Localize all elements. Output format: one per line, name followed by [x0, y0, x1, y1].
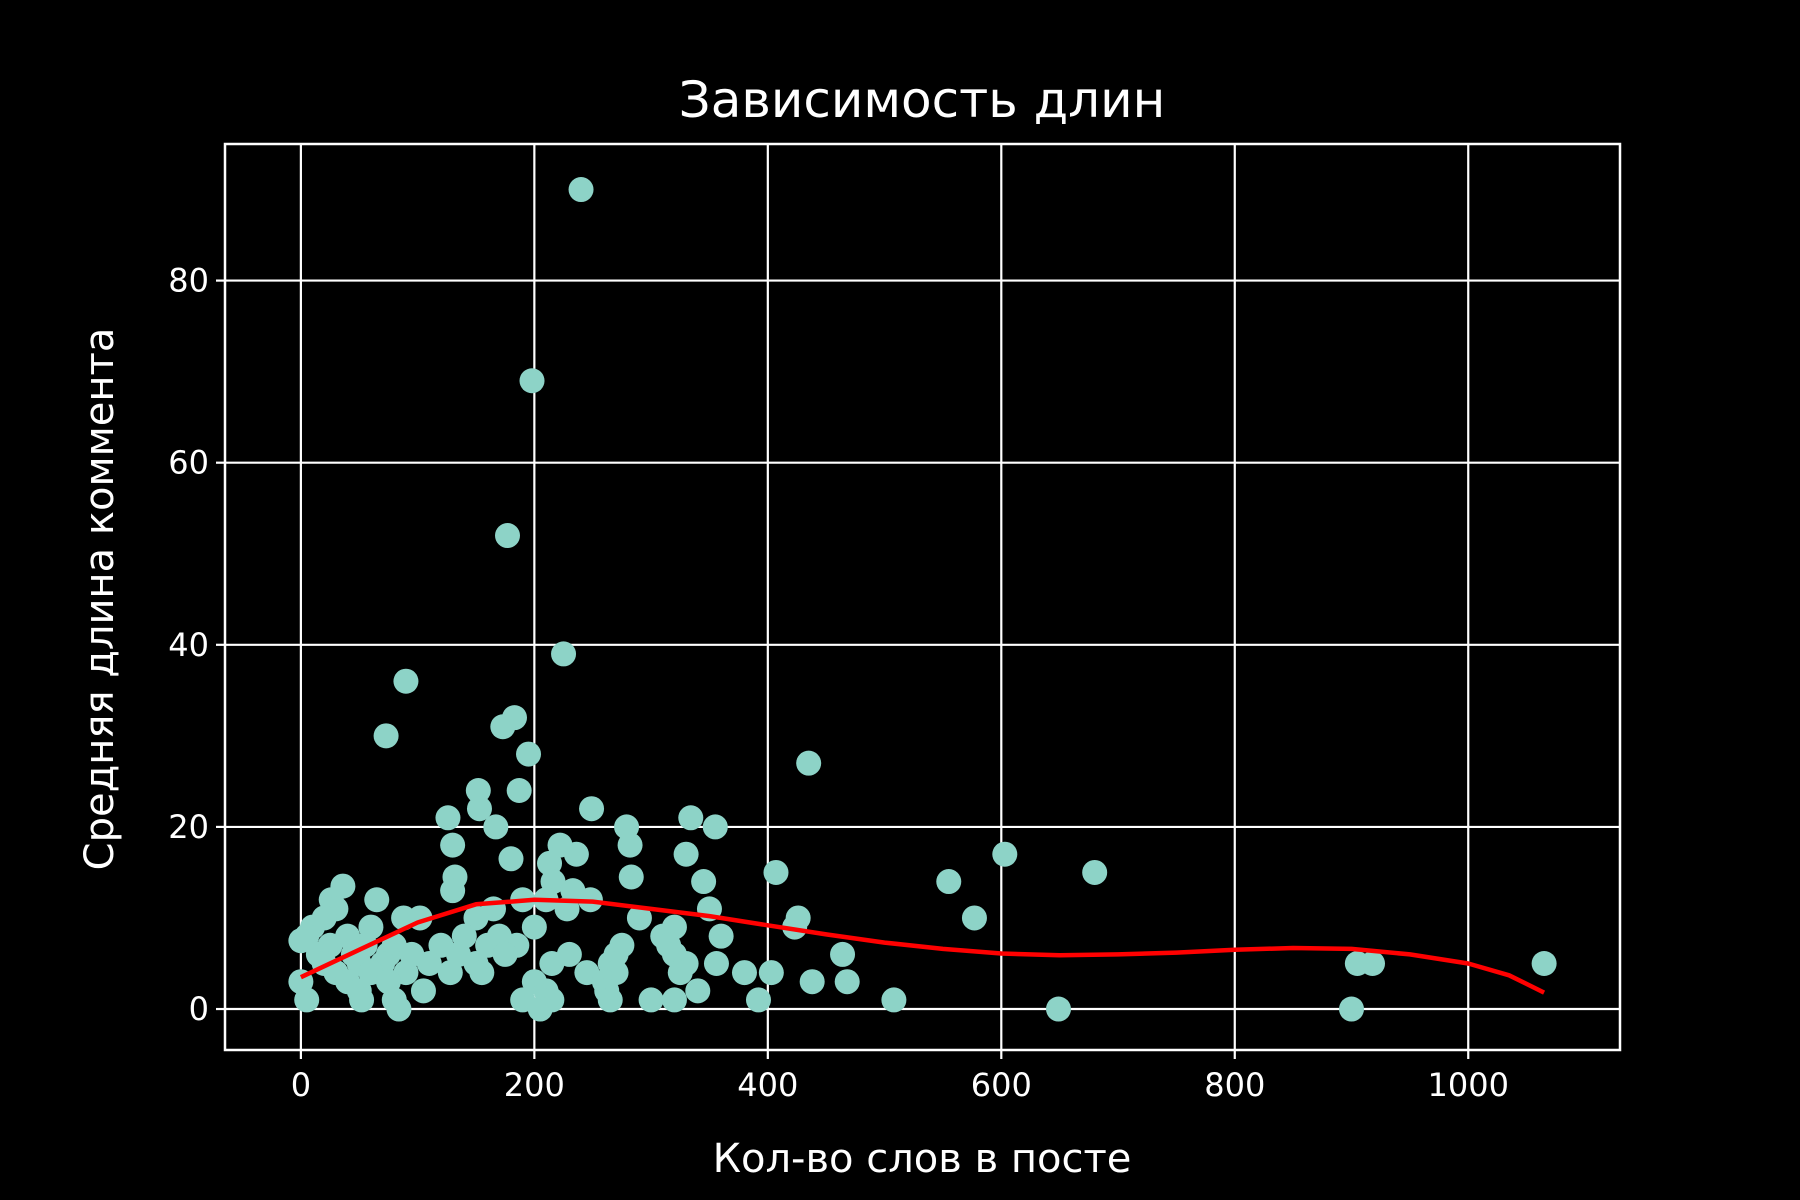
- data-point: [410, 978, 436, 1004]
- grid: [225, 144, 1620, 1050]
- data-point: [881, 987, 907, 1013]
- y-tick-label: 80: [168, 262, 209, 300]
- data-point: [626, 905, 652, 931]
- data-point: [440, 878, 466, 904]
- data-point: [691, 869, 717, 895]
- x-tick-label: 600: [971, 1066, 1032, 1104]
- data-point: [437, 960, 463, 986]
- y-tick-label: 40: [168, 626, 209, 664]
- data-point: [758, 960, 784, 986]
- data-point: [961, 905, 987, 931]
- data-point: [469, 960, 495, 986]
- data-point: [349, 987, 375, 1013]
- data-point: [936, 869, 962, 895]
- data-point: [579, 796, 605, 822]
- data-point: [492, 941, 518, 967]
- y-tick-label: 20: [168, 808, 209, 846]
- axis-ticks: 0 200 400 600 800 1000 0 20 40 60 80: [168, 262, 1509, 1104]
- data-point: [708, 923, 734, 949]
- data-point: [495, 523, 521, 549]
- data-point: [288, 928, 314, 954]
- data-point: [539, 950, 565, 976]
- data-point: [498, 846, 524, 872]
- x-tick-label: 200: [504, 1066, 565, 1104]
- data-point: [1360, 950, 1386, 976]
- data-point: [678, 805, 704, 831]
- data-point: [745, 987, 771, 1013]
- data-point: [551, 641, 577, 667]
- data-point: [1082, 859, 1108, 885]
- data-point: [685, 978, 711, 1004]
- y-tick-label: 0: [189, 990, 209, 1028]
- data-point: [597, 987, 623, 1013]
- data-point: [465, 777, 491, 803]
- data-point: [638, 987, 664, 1013]
- data-point: [386, 996, 412, 1022]
- data-point: [799, 969, 825, 995]
- data-point: [834, 969, 860, 995]
- data-point: [796, 750, 822, 776]
- data-point: [661, 987, 687, 1013]
- x-tick-label: 400: [737, 1066, 798, 1104]
- data-point: [521, 914, 547, 940]
- data-point: [516, 741, 542, 767]
- data-point: [673, 841, 699, 867]
- data-point: [463, 905, 489, 931]
- data-point: [618, 864, 644, 890]
- fit-curve-layer: [299, 897, 1546, 995]
- data-point: [617, 832, 643, 858]
- y-axis-label: Средняя длина коммента: [77, 328, 123, 871]
- data-point: [490, 714, 516, 740]
- data-point: [373, 723, 399, 749]
- data-point: [483, 814, 509, 840]
- scatter-points: [288, 177, 1557, 1022]
- data-point: [1339, 996, 1365, 1022]
- data-point: [364, 887, 390, 913]
- data-point: [1531, 950, 1557, 976]
- data-point: [563, 841, 589, 867]
- data-point: [782, 914, 808, 940]
- data-point: [568, 177, 594, 203]
- data-point: [506, 777, 532, 803]
- data-point: [667, 960, 693, 986]
- x-tick-label: 0: [291, 1066, 311, 1104]
- x-tick-label: 1000: [1428, 1066, 1509, 1104]
- fit-line: [299, 897, 1546, 995]
- chart-title: Зависимость длин: [679, 71, 1166, 129]
- data-point: [1045, 996, 1071, 1022]
- data-point: [466, 796, 492, 822]
- data-point: [992, 841, 1018, 867]
- plot-frame: [223, 142, 1622, 1052]
- data-point: [830, 941, 856, 967]
- data-point: [703, 950, 729, 976]
- data-point: [294, 987, 320, 1013]
- data-point: [416, 950, 442, 976]
- y-tick-label: 60: [168, 444, 209, 482]
- data-point: [519, 368, 545, 394]
- x-axis-label: Кол-во слов в посте: [713, 1136, 1132, 1182]
- data-point: [393, 668, 419, 694]
- data-point: [435, 805, 461, 831]
- data-point: [527, 996, 553, 1022]
- data-point: [763, 859, 789, 885]
- data-point: [440, 832, 466, 858]
- x-tick-label: 800: [1204, 1066, 1265, 1104]
- data-point: [702, 814, 728, 840]
- data-point: [731, 960, 757, 986]
